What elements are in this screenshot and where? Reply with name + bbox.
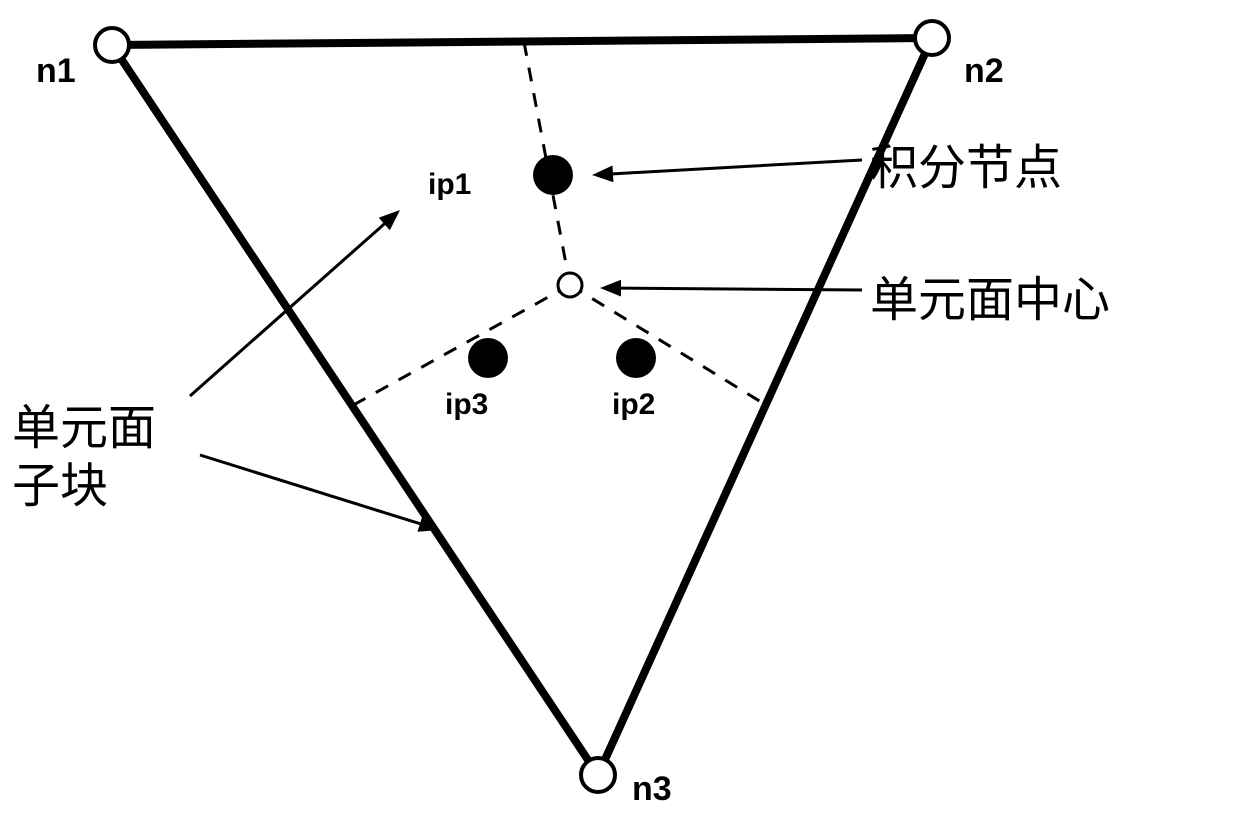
dashed-line-1	[570, 285, 766, 405]
annotation-integration-node: 积分节点	[870, 128, 1062, 198]
vertex-label-n2: n2	[964, 52, 1004, 91]
triangle-edge-n1-n2	[112, 38, 932, 45]
integration-point-ip1	[533, 155, 573, 195]
triangle-edge-n3-n1	[112, 45, 598, 775]
subblock-arrow-2-line	[200, 455, 420, 524]
vertex-label-n3: n3	[632, 770, 672, 809]
integration-point-ip2	[616, 338, 656, 378]
integration-node-arrow-line	[613, 160, 862, 174]
vertex-n1	[95, 28, 129, 62]
vertex-n3	[581, 758, 615, 792]
integration-point-ip3	[468, 338, 508, 378]
center-arrow-head	[600, 280, 621, 297]
subblock-arrow-1-line	[190, 224, 384, 396]
center-arrow-line	[621, 288, 862, 290]
integration-node-arrow-head	[592, 165, 613, 182]
vertex-n2	[915, 21, 949, 55]
ip-label-ip2: ip2	[612, 388, 655, 422]
annotation-element-face-center: 单元面中心	[870, 260, 1110, 330]
ip-label-ip3: ip3	[445, 388, 488, 422]
ip-label-ip1: ip1	[428, 168, 471, 202]
annotation-element-face-subblock: 单元面子块	[12, 400, 156, 516]
element-face-center	[558, 273, 582, 297]
vertex-label-n1: n1	[36, 52, 76, 91]
